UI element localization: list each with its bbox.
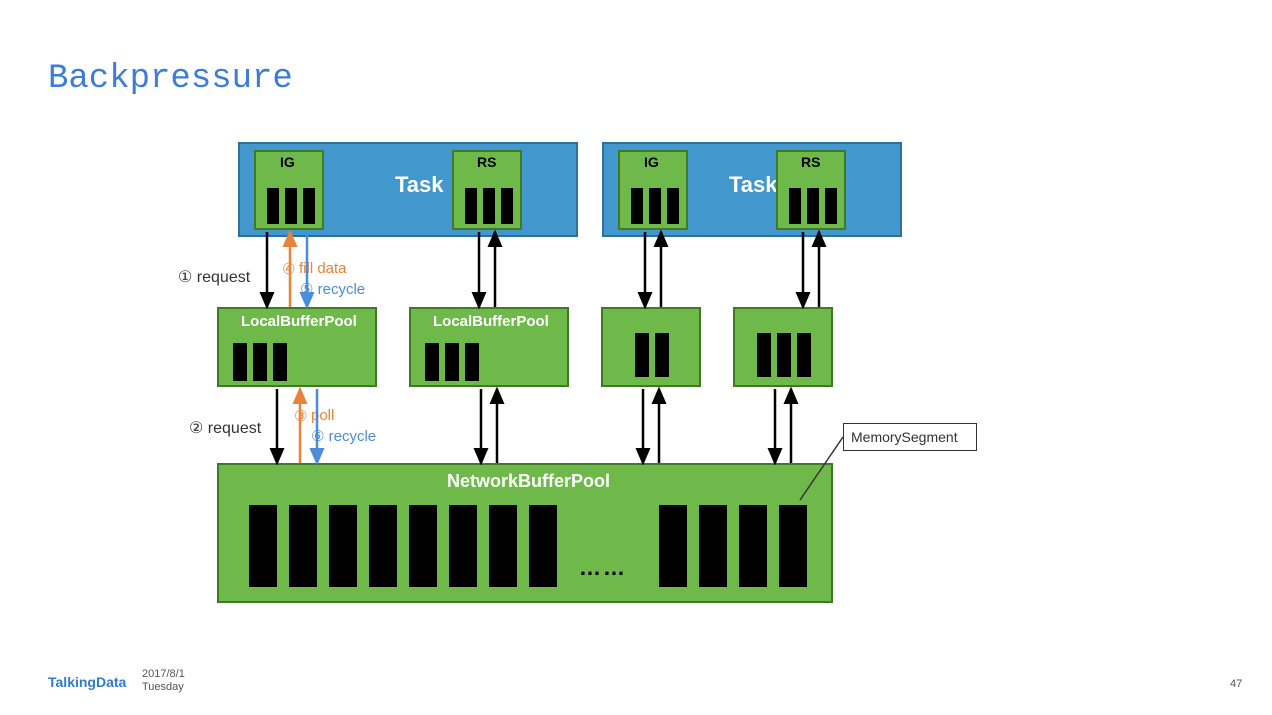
bar: [789, 188, 801, 224]
local-buffer-pool-2: LocalBufferPool: [409, 307, 569, 387]
nbp-label: NetworkBufferPool: [447, 471, 610, 492]
rs-2-label: RS: [801, 154, 820, 170]
bar: [777, 333, 791, 377]
bar: [449, 505, 477, 587]
rs-2: RS: [776, 150, 846, 230]
bar: [465, 188, 477, 224]
bar: [649, 188, 661, 224]
annotation-1: ① request: [178, 267, 250, 287]
buffer-pool-3: [601, 307, 701, 387]
bar: [445, 343, 459, 381]
lbp1-label: LocalBufferPool: [241, 313, 357, 330]
local-buffer-pool-1: LocalBufferPool: [217, 307, 377, 387]
bar: [267, 188, 279, 224]
bar: [631, 188, 643, 224]
bar: [807, 188, 819, 224]
buffer-pool-4: [733, 307, 833, 387]
bar: [289, 505, 317, 587]
bar: [233, 343, 247, 381]
annotation-4-text: fill data: [299, 260, 347, 277]
bar: [825, 188, 837, 224]
task-2-label: Task: [729, 172, 778, 198]
footer-day: Tuesday: [142, 681, 184, 693]
page-title: Backpressure: [48, 60, 293, 98]
rs-1: RS: [452, 150, 522, 230]
bar: [501, 188, 513, 224]
annotation-6: ⑥ recycle: [311, 427, 376, 445]
bar: [253, 343, 267, 381]
network-buffer-pool: NetworkBufferPool ……: [217, 463, 833, 603]
bar: [329, 505, 357, 587]
memory-segment-label-box: MemorySegment: [843, 423, 977, 451]
bar: [483, 188, 495, 224]
lbp2-label: LocalBufferPool: [433, 313, 549, 330]
page-number: 47: [1230, 678, 1242, 690]
bar: [699, 505, 727, 587]
ig-1: IG: [254, 150, 324, 230]
bar: [635, 333, 649, 377]
bar: [659, 505, 687, 587]
bar: [249, 505, 277, 587]
bar: [489, 505, 517, 587]
bar: [369, 505, 397, 587]
bar: [757, 333, 771, 377]
ellipsis: ……: [579, 555, 627, 581]
footer-logo: TalkingData: [48, 674, 126, 690]
annotation-4-num: ④: [282, 260, 295, 278]
bar: [409, 505, 437, 587]
annotation-2: ② request: [189, 418, 261, 438]
annotation-3-num: ③: [294, 407, 307, 425]
bar: [655, 333, 669, 377]
bar: [529, 505, 557, 587]
task-1-label: Task: [395, 172, 444, 198]
bar: [303, 188, 315, 224]
bar: [285, 188, 297, 224]
rs-1-label: RS: [477, 154, 496, 170]
bar: [779, 505, 807, 587]
ig-2-label: IG: [644, 154, 659, 170]
memory-segment-label: MemorySegment: [851, 429, 958, 445]
bar: [273, 343, 287, 381]
bar: [465, 343, 479, 381]
ig-1-label: IG: [280, 154, 295, 170]
annotation-3-text: poll: [311, 407, 334, 424]
footer-date: 2017/8/1: [142, 668, 185, 680]
ig-2: IG: [618, 150, 688, 230]
bar: [425, 343, 439, 381]
bar: [667, 188, 679, 224]
bar: [797, 333, 811, 377]
bar: [739, 505, 767, 587]
annotation-5: ⑤ recycle: [300, 280, 365, 298]
